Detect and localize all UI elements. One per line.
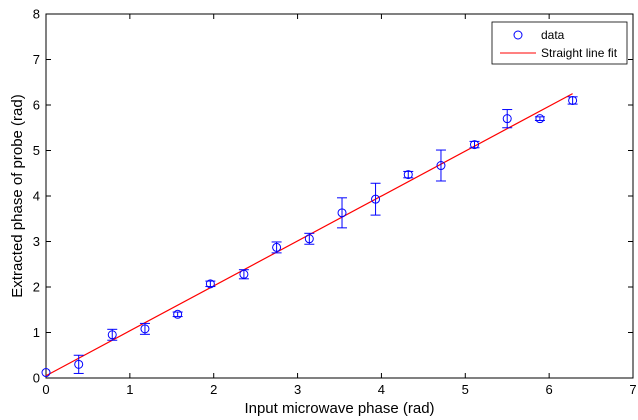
legend-fit-label: Straight line fit [541, 46, 618, 60]
data-point [205, 279, 215, 289]
x-tick-label: 2 [210, 382, 217, 397]
y-tick-label: 3 [33, 234, 40, 249]
y-tick-label: 6 [33, 98, 40, 113]
x-tick-label: 4 [378, 382, 385, 397]
data-point [272, 242, 282, 252]
y-tick-label: 4 [33, 189, 40, 204]
x-tick-label: 1 [126, 382, 133, 397]
data-point [502, 114, 512, 124]
data-point [568, 95, 578, 105]
x-tick-label: 7 [629, 382, 636, 397]
y-axis-label: Extracted phase of probe (rad) [9, 94, 26, 297]
y-tick-label: 5 [33, 143, 40, 158]
legend-data-marker [513, 30, 523, 40]
x-axis-label: Input microwave phase (rad) [244, 400, 434, 417]
data-point [74, 359, 84, 369]
plot-area [45, 13, 634, 379]
legend-box [491, 21, 628, 65]
y-axis: 0 1 2 3 4 5 6 7 8 [33, 7, 633, 386]
legend: data Straight line fit [491, 21, 628, 65]
x-axis: 0 1 2 3 4 5 6 7 [42, 14, 637, 397]
x-tick-label: 6 [546, 382, 553, 397]
data-point [371, 194, 381, 204]
data-point [304, 234, 314, 244]
data-point [239, 269, 249, 279]
data-point [403, 170, 413, 180]
x-tick-label: 0 [42, 382, 49, 397]
y-tick-label: 1 [33, 325, 40, 340]
data-points-layer [41, 95, 578, 378]
data-point [470, 140, 480, 150]
data-point [107, 330, 117, 340]
y-tick-label: 0 [33, 371, 40, 386]
data-point [173, 309, 183, 319]
x-tick-label: 3 [294, 382, 301, 397]
x-tick-label: 5 [462, 382, 469, 397]
data-point [535, 114, 545, 124]
data-point [436, 161, 446, 171]
data-point [140, 324, 150, 334]
legend-data-label: data [541, 28, 565, 42]
data-point [337, 208, 347, 218]
y-tick-label: 8 [33, 7, 40, 22]
data-point [41, 368, 51, 378]
y-tick-label: 7 [33, 52, 40, 67]
y-tick-label: 2 [33, 280, 40, 295]
